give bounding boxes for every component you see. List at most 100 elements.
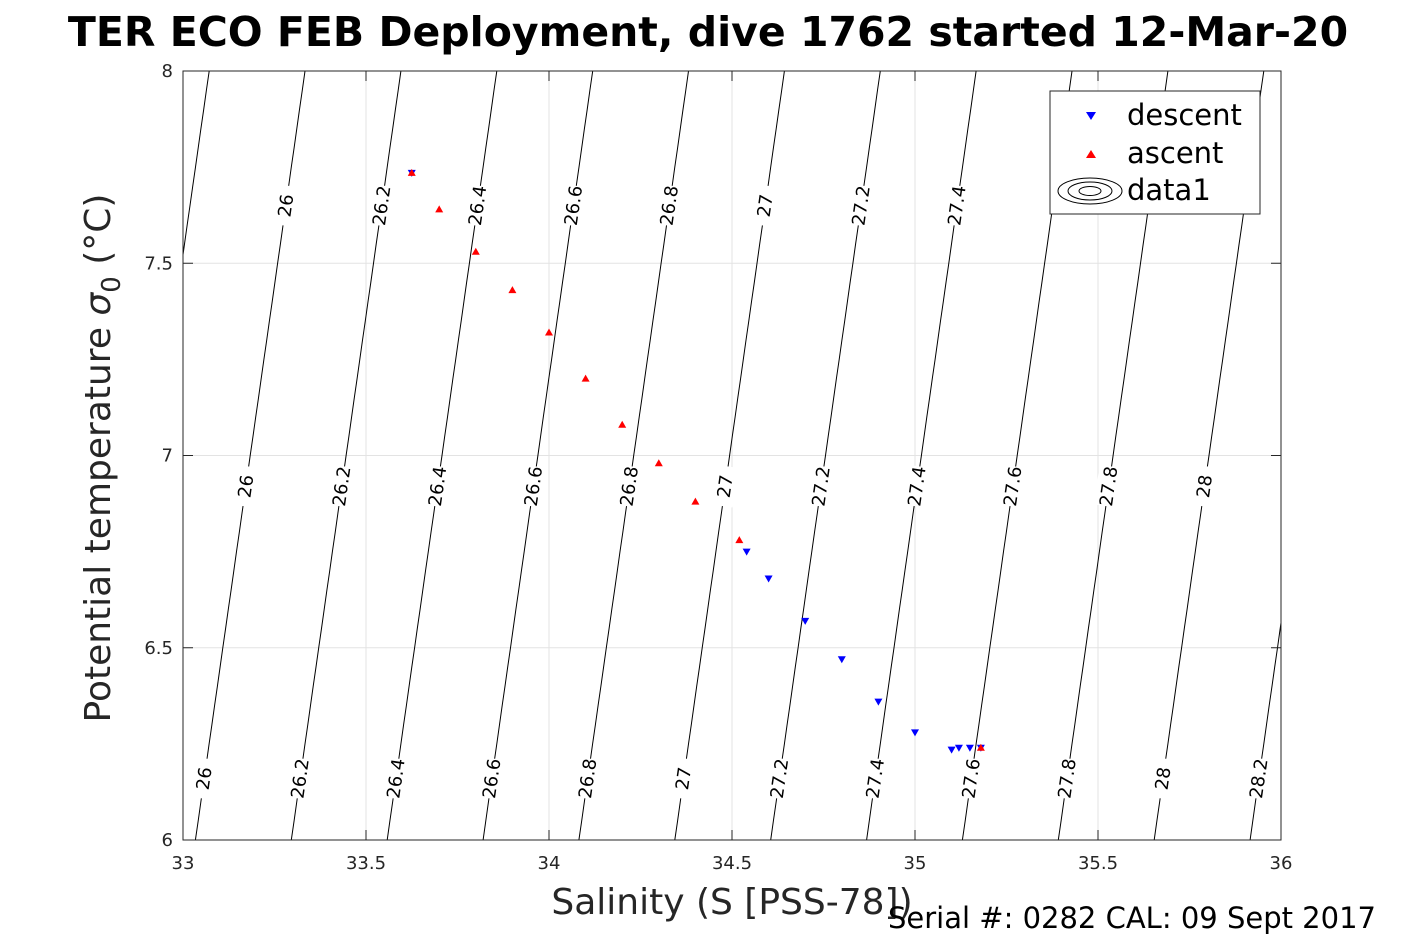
legend-descent-marker (1086, 112, 1096, 120)
data-series (407, 168, 985, 754)
isopycnal-label-bg (327, 464, 355, 508)
x-tick-label: 33.5 (346, 853, 386, 874)
isopycnal-label-bg (764, 757, 793, 800)
y-axis-label-subscript: 0 (97, 276, 127, 293)
isopycnal-label-bg (902, 464, 930, 508)
y-axis-label-unit: (°C) (78, 194, 119, 277)
isopycnal-label-bg (573, 757, 601, 800)
ascent-point (508, 286, 517, 294)
isopycnal-label-bg (614, 464, 643, 508)
descent-point (954, 744, 963, 752)
isopycnal-label-bg (860, 757, 889, 800)
legend-ascent-label: ascent (1127, 136, 1223, 170)
isopycnal-label-bg (1189, 464, 1218, 508)
legend-data1-label: data1 (1127, 173, 1211, 207)
isopycnal-label-bg (1052, 757, 1080, 800)
serial-cal-footer: Serial #: 0282 CAL: 09 Sept 2017 (888, 901, 1376, 935)
isopycnal-line (578, 71, 690, 840)
x-tick-label: 35 (904, 853, 927, 874)
isopycnal-label: 28 (1151, 766, 1175, 792)
ascent-point (581, 374, 590, 382)
isopycnal-label: 26 (234, 474, 258, 500)
isopycnal-label-bg (381, 757, 409, 800)
ascent-point (976, 743, 985, 751)
x-tick-label: 33 (172, 853, 195, 874)
ascent-point (471, 247, 480, 255)
x-tick-label: 34.5 (712, 853, 752, 874)
isopycnal-label-bg (750, 184, 778, 227)
isopycnal-label-bg (1094, 464, 1122, 508)
y-tick-label: 7 (162, 446, 173, 467)
isopycnal-line (386, 71, 498, 840)
descent-point (837, 656, 846, 664)
isopycnal-label-bg (1244, 757, 1272, 800)
y-axis-label-main: Potential temperature (78, 316, 119, 723)
legend-contour-marker (1057, 177, 1123, 205)
y-tick-label: 6 (162, 830, 173, 851)
isopycnal-label-bg (942, 184, 970, 227)
isopycnal-label-bg (654, 184, 683, 227)
isopycnal-label-bg (367, 184, 395, 227)
isopycnal-label-bg (462, 184, 491, 227)
ascent-point (545, 328, 553, 336)
isopycnal-line (183, 71, 210, 259)
x-tick-label: 35.5 (1078, 853, 1118, 874)
descent-point (947, 746, 956, 754)
isopycnal-label-bg (422, 464, 451, 508)
isopycnal-label: 26 (193, 766, 217, 792)
x-axis-label: Salinity (S [PSS-78]) (551, 882, 912, 923)
descent-point (801, 617, 810, 625)
isopycnal-line (290, 71, 402, 840)
isopycnal-label: 27 (672, 766, 696, 792)
legend-descent-label: descent (1127, 98, 1242, 132)
ascent-point (435, 205, 444, 213)
isopycnal-label: 26 (274, 193, 298, 219)
isopycnal-line (194, 71, 306, 840)
descent-point (965, 744, 974, 752)
axis-ticks: 33 33.5 34 34.5 35 35.5 36 6 6.5 7 7.5 8 (144, 61, 1292, 874)
isopycnal-label-bg (285, 757, 313, 800)
descent-point (764, 575, 773, 583)
chart-title: TER ECO FEB Deployment, dive 1762 starte… (68, 8, 1348, 56)
isopycnal-label-bg (189, 757, 217, 800)
isopycnal-line (1249, 619, 1281, 840)
isopycnal-line (674, 71, 785, 840)
isopycnal-label-bg (846, 184, 874, 227)
descent-point (874, 698, 883, 706)
isopycnal-label: 27 (754, 193, 778, 219)
legend-ascent-marker (1086, 150, 1096, 158)
isopycnal-label-bg (518, 464, 547, 508)
isopycnal-label-bg (710, 464, 738, 508)
y-tick-label: 7.5 (144, 253, 173, 274)
y-axis-label-sigma: σ (78, 292, 119, 316)
isopycnal-line (866, 71, 977, 840)
isopycnal-label-bg (477, 757, 505, 800)
isopycnal-line (482, 71, 594, 840)
descent-point (911, 729, 919, 737)
legend-box (1049, 90, 1261, 215)
isopycnal-label-bg (668, 757, 697, 800)
y-tick-label: 8 (162, 61, 173, 82)
isopycnal-label-bg (806, 464, 834, 508)
legend: descent ascent data1 (1049, 90, 1261, 215)
ascent-point (407, 168, 416, 176)
isopycnal-label-bg (956, 757, 984, 800)
isopycnal-label-bg (1148, 757, 1176, 800)
descent-point (742, 548, 751, 556)
ascent-point (735, 536, 744, 544)
y-axis-label: Potential temperature σ0 (°C) (78, 194, 127, 723)
grid (183, 71, 1281, 840)
x-tick-label: 34 (538, 853, 561, 874)
x-tick-label: 36 (1270, 853, 1293, 874)
isopycnal-contours (183, 71, 1281, 840)
isopycnal-line (770, 71, 881, 840)
isopycnal-label: 28 (1193, 474, 1217, 500)
ascent-point (691, 497, 700, 505)
isopycnal-label-bg (558, 184, 587, 227)
isopycnal-label: 27 (714, 474, 738, 500)
isopycnal-label-bg (231, 464, 259, 508)
isopycnal-label-bg (271, 184, 299, 227)
ascent-point (618, 420, 627, 428)
isopycnal-label-bg (998, 464, 1026, 508)
